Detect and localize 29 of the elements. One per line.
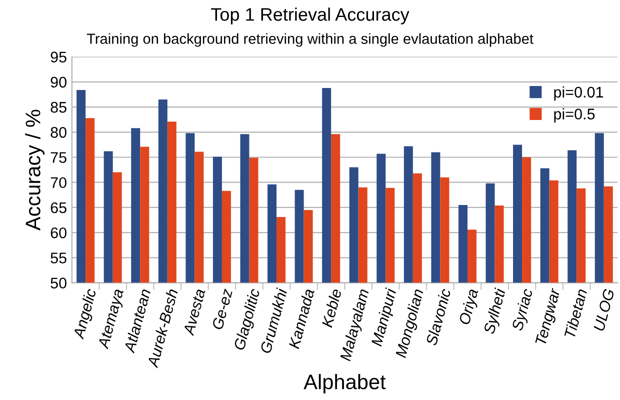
y-tick-label: 55 <box>50 252 66 264</box>
x-tick-label: Manipuri <box>370 287 400 348</box>
x-tick-label: Sylheti <box>483 287 509 336</box>
x-tick-label: Oriya <box>458 288 482 326</box>
y-tick-label: 95 <box>50 52 66 62</box>
x-tick-label: Tengwar <box>535 287 564 346</box>
x-tick-label: Keble <box>321 288 342 328</box>
y-tick-label: 65 <box>50 202 66 214</box>
x-tick-label: ULOG <box>593 288 615 332</box>
x-tick-label: Ge-ez <box>212 288 233 330</box>
legend-label: pi=0.5 <box>554 108 595 122</box>
chart-subtitle: Training on background retrieving within a single evlautation alphabet <box>86 33 534 47</box>
y-tick-label: 80 <box>50 127 66 138</box>
y-tick-label: 60 <box>50 227 66 238</box>
y-tick-label: 90 <box>50 76 66 88</box>
legend-label: pi=0.01 <box>554 86 604 101</box>
y-tick-label: 85 <box>50 102 66 113</box>
y-tick-label: 50 <box>50 278 66 288</box>
y-axis-title: Accuracy / % <box>25 110 45 231</box>
x-tick-label: Syriac <box>511 288 536 332</box>
x-tick-label: Slavonic <box>425 288 451 346</box>
x-tick-label: Kannada <box>288 288 315 350</box>
x-tick-label: Avesta <box>183 288 206 336</box>
y-tick-label: 70 <box>50 177 66 188</box>
y-tick-label: 75 <box>50 152 66 163</box>
x-tick-label: Angelic <box>72 288 100 340</box>
x-axis-title: Alphabet <box>304 374 386 394</box>
chart-title: Top 1 Retrieval Accuracy <box>211 8 410 24</box>
x-tick-label: Tibetan <box>564 288 588 338</box>
